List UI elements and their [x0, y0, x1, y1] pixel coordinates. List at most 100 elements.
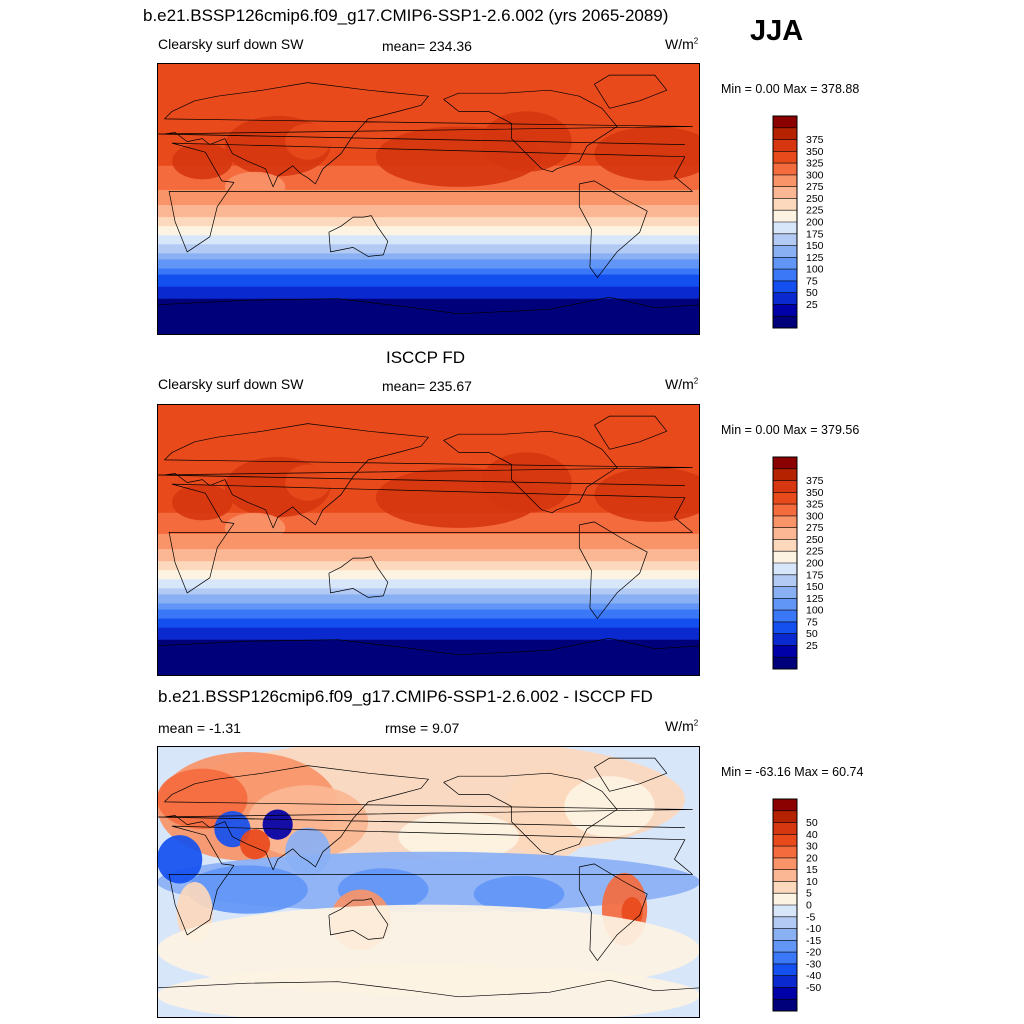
- panel3-colorbar-box-0: [773, 799, 797, 812]
- panel3-colorbar-box-11: [773, 928, 797, 941]
- panel3-colorbar-box-6: [773, 869, 797, 882]
- panel3-heading: b.e21.BSSP126cmip6.f09_g17.CMIP6-SSP1-2.…: [158, 687, 653, 706]
- panel2-map: [157, 404, 700, 676]
- panel2-colorbar-tick-label: 125: [806, 593, 824, 605]
- panel3-colorbar-tick-label: 15: [806, 864, 818, 876]
- panel2-colorbar-box-17: [773, 657, 797, 670]
- panel1-colorbar-tick-label: 175: [806, 228, 824, 240]
- panel2-colorbar-box-15: [773, 633, 797, 646]
- panel1-colorbar-box-2: [773, 139, 797, 152]
- panel2-colorbar-tick-label: 200: [806, 558, 824, 570]
- panel3-colorbar-tick-label: -20: [806, 947, 821, 959]
- panel2-mean-label: mean= 235.67: [382, 378, 472, 394]
- panel1-map: [157, 63, 700, 335]
- figure-title: b.e21.BSSP126cmip6.f09_g17.CMIP6-SSP1-2.…: [143, 6, 669, 25]
- panel2-colorbar-box-10: [773, 574, 797, 587]
- panel2-colorbar-box-13: [773, 610, 797, 623]
- panel3-colorbar-box-17: [773, 999, 797, 1012]
- panel1-colorbar-box-15: [773, 292, 797, 305]
- panel2-colorbar-box-12: [773, 598, 797, 611]
- panel3-minmax-label: Min = -63.16 Max = 60.74: [721, 765, 864, 779]
- panel3-colorbar-box-1: [773, 810, 797, 823]
- panel3-units-label: W/m2: [665, 718, 699, 734]
- panel3-colorbar-box-14: [773, 963, 797, 976]
- panel1-colorbar-tick-label: 150: [806, 240, 824, 252]
- panel2-colorbar-tick-label: 350: [806, 487, 824, 499]
- panel1-colorbar-tick-label: 300: [806, 169, 824, 181]
- panel1-colorbar-tick-label: 325: [806, 158, 824, 170]
- panel3-colorbar-tick-label: -50: [806, 982, 821, 994]
- panel2-colorbar-box-11: [773, 586, 797, 599]
- panel2-colorbar-box-14: [773, 621, 797, 634]
- panel1-colorbar-tick-label: 225: [806, 205, 824, 217]
- panel1-variable-label: Clearsky surf down SW: [158, 36, 304, 52]
- panel2-colorbar-tick-label: 300: [806, 510, 824, 522]
- panel3-colorbar-tick-label: -5: [806, 911, 815, 923]
- panel3-rmse-label: rmse = 9.07: [385, 720, 460, 736]
- panel2-colorbar-tick-label: 100: [806, 605, 824, 617]
- panel3-colorbar-tick-label: -15: [806, 935, 821, 947]
- panel2-colorbar-box-5: [773, 515, 797, 528]
- season-label: JJA: [750, 15, 804, 47]
- panel1-colorbar-box-14: [773, 280, 797, 293]
- panel1-colorbar-tick-label: 375: [806, 134, 824, 146]
- panel2-colorbar-tick-label: 275: [806, 522, 824, 534]
- panel1-colorbar-box-10: [773, 233, 797, 246]
- panel1-colorbar-box-8: [773, 210, 797, 223]
- panel2-colorbar-tick-label: 75: [806, 616, 818, 628]
- panel3-map: [157, 746, 700, 1018]
- panel1-colorbar-tick-label: 350: [806, 146, 824, 158]
- panel3-colorbar-box-13: [773, 952, 797, 965]
- panel2-colorbar-box-8: [773, 551, 797, 564]
- panel1-colorbar-tick-label: 125: [806, 252, 824, 264]
- panel3-colorbar-box-4: [773, 846, 797, 859]
- panel2-colorbar-tick-label: 250: [806, 534, 824, 546]
- panel3-colorbar-tick-label: -40: [806, 970, 821, 982]
- panel3-colorbar-box-16: [773, 987, 797, 1000]
- panel3-colorbar-tick-label: -30: [806, 958, 821, 970]
- panel3-colorbar-tick-label: 5: [806, 888, 812, 900]
- panel1-colorbar-box-13: [773, 269, 797, 282]
- panel1-colorbar-box-3: [773, 151, 797, 164]
- panel3-colorbar-tick-label: 20: [806, 852, 818, 864]
- panel1-colorbar-tick-label: 50: [806, 287, 818, 299]
- panel3-colorbar-box-10: [773, 916, 797, 929]
- panel2-colorbar-box-3: [773, 492, 797, 505]
- panel3-colorbar-tick-label: -10: [806, 923, 821, 935]
- panel1-minmax-label: Min = 0.00 Max = 378.88: [721, 82, 860, 96]
- panel1-colorbar-box-6: [773, 186, 797, 199]
- panel1-colorbar-tick-label: 25: [806, 299, 818, 311]
- panel2-colorbar-box-4: [773, 504, 797, 517]
- panel1-colorbar-box-5: [773, 174, 797, 187]
- panel1-colorbar-box-17: [773, 316, 797, 329]
- panel1-colorbar-tick-label: 200: [806, 217, 824, 229]
- panel1-colorbar-box-9: [773, 222, 797, 235]
- panel2-colorbar-tick-label: 375: [806, 475, 824, 487]
- panel2-colorbar-tick-label: 150: [806, 581, 824, 593]
- panel1-colorbar-tick-label: 250: [806, 193, 824, 205]
- panel1-units-label: W/m2: [665, 36, 699, 52]
- panel1-colorbar-box-0: [773, 116, 797, 129]
- panel1-mean-label: mean= 234.36: [382, 38, 472, 54]
- panel1-colorbar-tick-label: 75: [806, 275, 818, 287]
- panel2-colorbar-box-2: [773, 480, 797, 493]
- panel3-colorbar-box-9: [773, 905, 797, 918]
- panel2-colorbar-tick-label: 225: [806, 546, 824, 558]
- panel2-heading: ISCCP FD: [386, 348, 466, 367]
- panel3-colorbar-tick-label: 40: [806, 829, 818, 841]
- panel1-colorbar-box-1: [773, 127, 797, 140]
- panel3-colorbar-tick-label: 50: [806, 817, 818, 829]
- panel3-colorbar-box-7: [773, 881, 797, 894]
- panel1-colorbar-box-12: [773, 257, 797, 270]
- panel2-colorbar-box-6: [773, 527, 797, 540]
- panel1-colorbar-tick-label: 275: [806, 181, 824, 193]
- panel2-colorbar-box-1: [773, 468, 797, 481]
- panel1-colorbar-box-11: [773, 245, 797, 258]
- panel3-colorbar-box-5: [773, 857, 797, 870]
- panel3-colorbar-box-12: [773, 940, 797, 953]
- panel2-colorbar-box-7: [773, 539, 797, 552]
- panel2-units-label: W/m2: [665, 376, 699, 392]
- panel2-colorbar-tick-label: 175: [806, 569, 824, 581]
- panel3-colorbar-tick-label: 0: [806, 900, 812, 912]
